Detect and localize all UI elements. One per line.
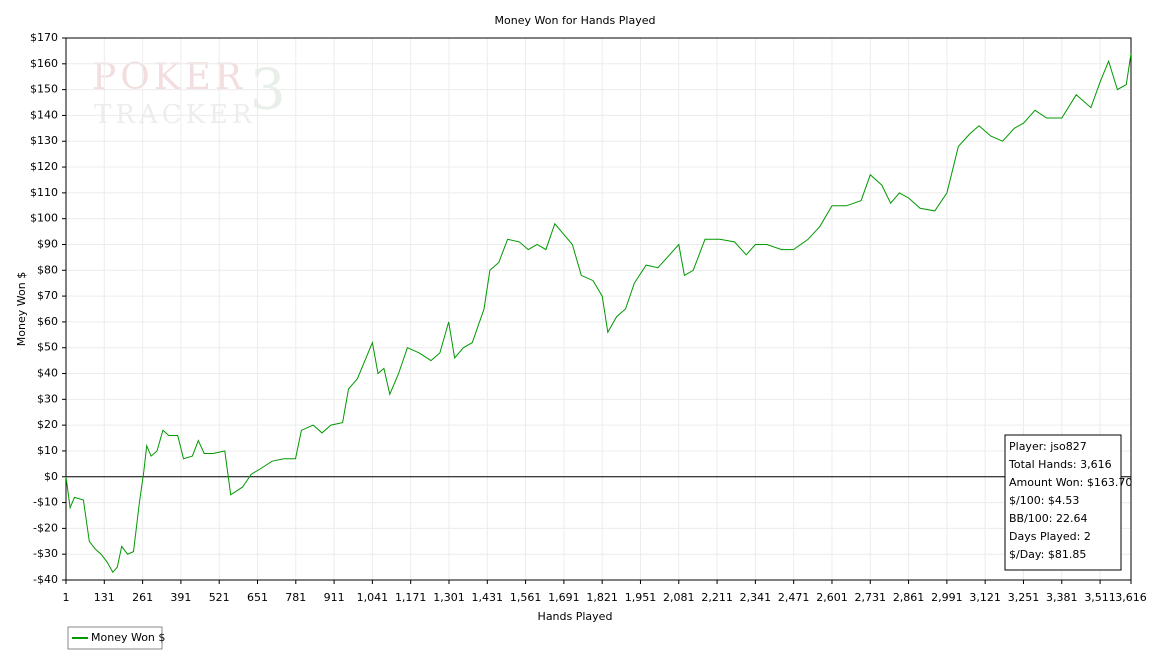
y-tick-label: $110 [30,186,58,199]
x-tick-label: 1 [63,591,70,604]
info-text: Days Played: 2 [1009,530,1091,543]
y-tick-label: $80 [37,263,58,276]
x-tick-label: 2,601 [816,591,848,604]
info-text: $/100: $4.53 [1009,494,1079,507]
x-tick-label: 1,041 [357,591,389,604]
x-tick-label: 1,431 [472,591,504,604]
y-tick-label: $40 [37,367,58,380]
y-axis-label: Money Won $ [15,272,28,346]
x-tick-label: 391 [170,591,191,604]
y-tick-label: $90 [37,237,58,250]
y-tick-label: $140 [30,108,58,121]
y-tick-label: -$20 [33,521,58,534]
y-tick-label: $50 [37,341,58,354]
chart-title: Money Won for Hands Played [495,14,656,27]
x-tick-label: 2,341 [740,591,772,604]
x-tick-label: 781 [285,591,306,604]
info-text: Amount Won: $163.70 [1009,476,1132,489]
legend-label: Money Won $ [91,631,165,644]
x-tick-label: 2,211 [701,591,733,604]
y-tick-label: $0 [44,470,58,483]
x-tick-label: 2,471 [778,591,810,604]
x-tick-label: 2,991 [931,591,963,604]
legend-box [67,626,163,650]
series-line [65,53,1132,574]
x-tick-label: 3,511 [1084,591,1116,604]
x-tick-label: 1,951 [625,591,657,604]
info-text: Total Hands: 3,616 [1008,458,1112,471]
x-tick-label: 3,251 [1008,591,1040,604]
y-tick-label: $120 [30,160,58,173]
x-tick-label: 1,171 [395,591,427,604]
x-tick-label: 131 [94,591,115,604]
x-tick-label: 1,691 [548,591,580,604]
x-tick-label: 1,561 [510,591,542,604]
x-tick-label: 1,301 [433,591,465,604]
x-tick-label: 1,821 [586,591,618,604]
x-tick-label: 3,616 [1115,591,1147,604]
y-tick-label: $10 [37,444,58,457]
x-tick-label: 911 [324,591,345,604]
watermark: POKER [92,57,246,98]
x-tick-label: 521 [209,591,230,604]
x-tick-label: 2,731 [855,591,887,604]
y-tick-label: $160 [30,57,58,70]
y-tick-label: -$40 [33,573,58,586]
y-tick-label: $130 [30,134,58,147]
x-tick-label: 2,861 [893,591,925,604]
y-tick-label: $60 [37,315,58,328]
info-text: Player: jso827 [1009,440,1087,453]
y-tick-label: -$30 [33,547,58,560]
x-tick-label: 2,081 [663,591,695,604]
x-tick-label: 3,121 [969,591,1001,604]
y-tick-label: -$10 [33,496,58,509]
y-tick-label: $170 [30,31,58,44]
x-tick-label: 3,381 [1046,591,1078,604]
x-tick-label: 651 [247,591,268,604]
y-tick-label: $150 [30,83,58,96]
info-box [1004,434,1122,571]
x-tick-label: 261 [132,591,153,604]
y-tick-label: $100 [30,212,58,225]
x-axis-label: Hands Played [538,610,613,623]
y-tick-label: $30 [37,392,58,405]
info-text: BB/100: 22.64 [1009,512,1088,525]
y-tick-label: $20 [37,418,58,431]
plot-frame [65,37,1132,581]
info-text: $/Day: $81.85 [1009,548,1086,561]
y-tick-label: $70 [37,289,58,302]
